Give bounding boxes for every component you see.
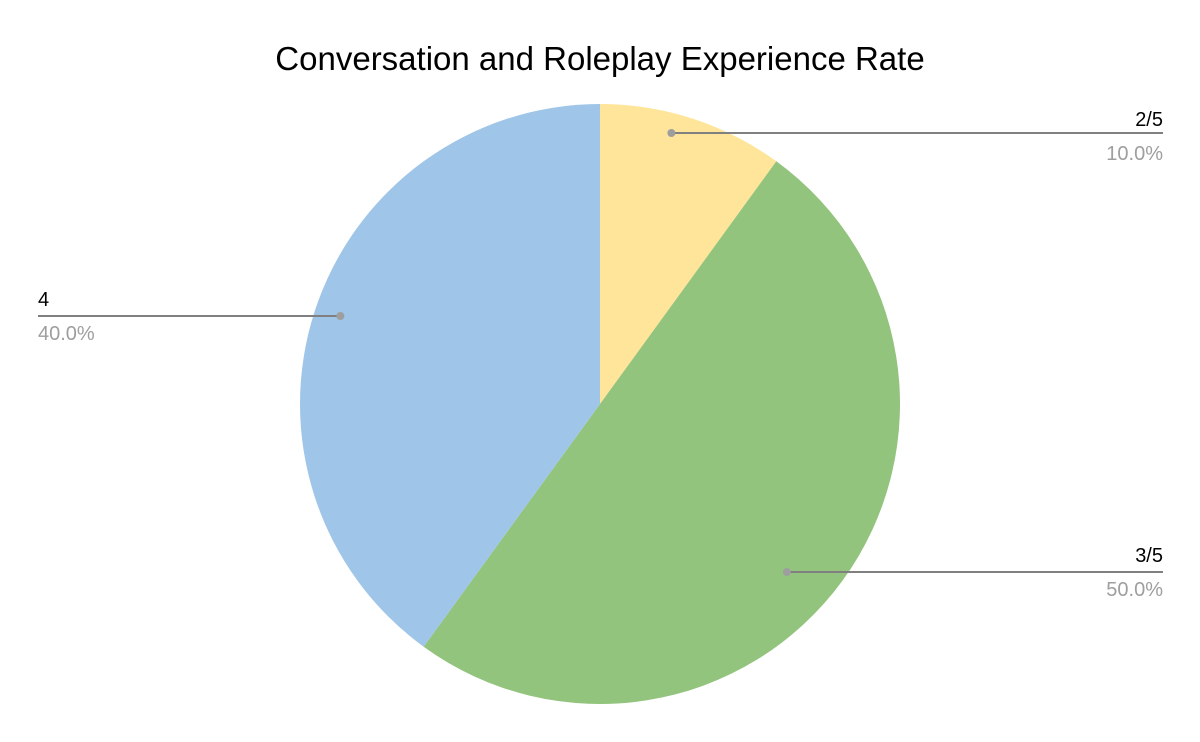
slice-label: 2/5 (1135, 109, 1163, 131)
slice-label: 4 (38, 289, 49, 311)
chart-title: Conversation and Roleplay Experience Rat… (275, 40, 924, 77)
pie-slices (300, 104, 901, 704)
pie-slice-4 (300, 104, 600, 647)
pie-slice-3-of-5 (423, 161, 901, 704)
leader-dot-2-of-5 (667, 129, 676, 137)
slice-percent-label: 10.0% (1106, 143, 1163, 165)
leader-dot-3-of-5 (782, 568, 791, 576)
slice-label: 3/5 (1135, 545, 1163, 567)
slice-percent-label: 40.0% (38, 323, 95, 345)
pie-slice-2-of-5 (600, 104, 777, 404)
leader-dot-4 (336, 312, 345, 320)
slice-percent-label: 50.0% (1106, 579, 1163, 601)
pie-labels: 2/5 10.0% 3/5 50.0% 4 40.0% (38, 109, 1163, 601)
